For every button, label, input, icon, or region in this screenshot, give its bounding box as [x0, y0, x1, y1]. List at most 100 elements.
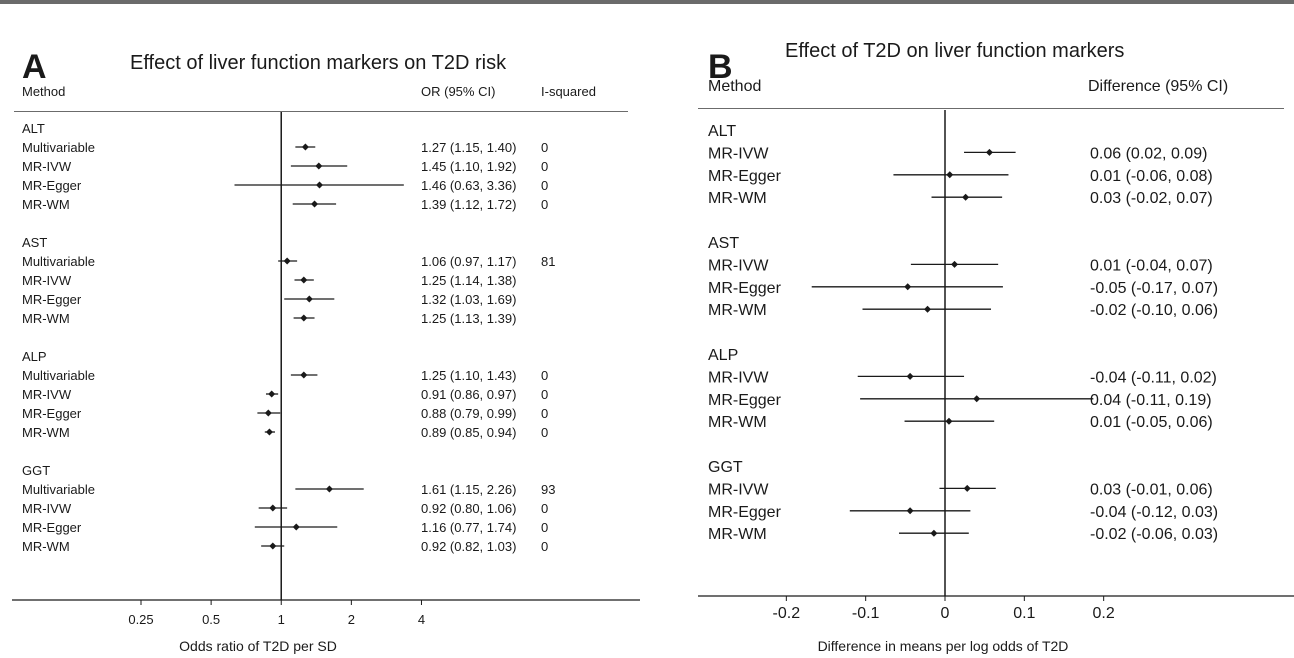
- point-estimate: [265, 428, 273, 436]
- method-label: MR-Egger: [708, 280, 782, 297]
- method-label: MR-WM: [708, 302, 767, 319]
- point-estimate: [973, 395, 981, 403]
- point-estimate: [305, 295, 313, 303]
- estimate-text: 0.89 (0.85, 0.94): [421, 425, 516, 440]
- estimate-text: 0.03 (-0.02, 0.07): [1090, 190, 1213, 207]
- i-squared-value: 0: [541, 197, 548, 212]
- method-label: MR-WM: [708, 414, 767, 431]
- point-estimate: [962, 193, 970, 201]
- estimate-text: 1.06 (0.97, 1.17): [421, 254, 516, 269]
- group-label: ALP: [708, 347, 738, 364]
- estimate-text: 0.88 (0.79, 0.99): [421, 406, 516, 421]
- i-squared-value: 0: [541, 178, 548, 193]
- estimate-text: 1.61 (1.15, 2.26): [421, 482, 516, 497]
- i-squared-value: 0: [541, 539, 548, 554]
- estimate-text: 0.91 (0.86, 0.97): [421, 387, 516, 402]
- method-label: MR-IVW: [708, 145, 769, 162]
- estimate-text: 1.25 (1.14, 1.38): [421, 273, 516, 288]
- header-rule: [698, 108, 1284, 109]
- x-tick-label: 1: [278, 612, 285, 627]
- method-header: Method: [22, 84, 66, 99]
- method-label: MR-WM: [22, 539, 70, 554]
- x-tick-label: 0.25: [128, 612, 153, 627]
- point-estimate: [268, 390, 276, 398]
- estimate-text: 0.03 (-0.01, 0.06): [1090, 481, 1213, 498]
- estimate-text: -0.02 (-0.06, 0.03): [1090, 526, 1218, 543]
- estimate-text: 1.25 (1.13, 1.39): [421, 311, 516, 326]
- method-label: Multivariable: [22, 140, 95, 155]
- estimate-text: 1.32 (1.03, 1.69): [421, 292, 516, 307]
- x-tick-label: 0.5: [202, 612, 220, 627]
- point-estimate: [946, 171, 954, 179]
- top-divider: [0, 0, 1294, 4]
- point-estimate: [985, 148, 993, 156]
- point-estimate: [951, 260, 959, 268]
- estimate-text: 1.16 (0.77, 1.74): [421, 520, 516, 535]
- i-squared-header: I-squared: [541, 84, 596, 99]
- method-label: MR-Egger: [22, 292, 82, 307]
- estimate-text: 0.06 (0.02, 0.09): [1090, 145, 1207, 162]
- point-estimate: [283, 257, 291, 265]
- estimate-text: -0.04 (-0.11, 0.02): [1090, 369, 1217, 386]
- point-estimate: [300, 276, 308, 284]
- estimate-text: 0.01 (-0.06, 0.08): [1090, 168, 1213, 185]
- point-estimate: [269, 504, 277, 512]
- estimate-text: 1.46 (0.63, 3.36): [421, 178, 516, 193]
- method-label: MR-IVW: [22, 159, 72, 174]
- method-label: MR-Egger: [708, 392, 782, 409]
- x-tick-label: 0: [941, 605, 950, 622]
- i-squared-value: 81: [541, 254, 555, 269]
- x-tick-label: 2: [348, 612, 355, 627]
- header-rule: [14, 111, 628, 112]
- method-label: MR-IVW: [22, 501, 72, 516]
- method-label: Multivariable: [22, 368, 95, 383]
- group-label: AST: [708, 235, 739, 252]
- i-squared-value: 0: [541, 520, 548, 535]
- point-estimate: [300, 314, 308, 322]
- method-label: MR-Egger: [708, 504, 782, 521]
- method-label: MR-Egger: [22, 406, 82, 421]
- point-estimate: [269, 542, 277, 550]
- point-estimate: [311, 200, 319, 208]
- point-estimate: [316, 181, 324, 189]
- point-estimate: [945, 417, 953, 425]
- x-tick-label: 0.1: [1013, 605, 1035, 622]
- method-label: MR-WM: [22, 197, 70, 212]
- group-label: AST: [22, 235, 47, 250]
- group-label: ALT: [708, 123, 736, 140]
- point-estimate: [315, 162, 323, 170]
- x-axis-label: Difference in means per log odds of T2D: [818, 638, 1069, 654]
- difference-ci-header: Difference (95% CI): [1088, 78, 1229, 95]
- method-label: MR-Egger: [708, 168, 782, 185]
- method-label: Multivariable: [22, 254, 95, 269]
- point-estimate: [906, 372, 914, 380]
- i-squared-value: 0: [541, 159, 548, 174]
- point-estimate: [930, 529, 938, 537]
- x-tick-label: -0.2: [773, 605, 801, 622]
- method-label: MR-IVW: [708, 481, 769, 498]
- estimate-text: 1.39 (1.12, 1.72): [421, 197, 516, 212]
- i-squared-value: 0: [541, 425, 548, 440]
- estimate-text: 1.45 (1.10, 1.92): [421, 159, 516, 174]
- i-squared-value: 0: [541, 406, 548, 421]
- point-estimate: [300, 371, 308, 379]
- point-estimate: [292, 523, 300, 531]
- panel-letter-b: B: [708, 48, 733, 86]
- method-label: MR-WM: [708, 526, 767, 543]
- x-axis-label: Odds ratio of T2D per SD: [179, 638, 337, 654]
- method-label: MR-WM: [22, 311, 70, 326]
- method-label: MR-IVW: [22, 387, 72, 402]
- point-estimate: [325, 485, 333, 493]
- method-label: MR-IVW: [22, 273, 72, 288]
- panel-b-title: Effect of T2D on liver function markers: [785, 40, 1125, 62]
- method-header: Method: [708, 78, 762, 95]
- method-label: MR-WM: [22, 425, 70, 440]
- i-squared-value: 0: [541, 140, 548, 155]
- group-label: GGT: [22, 463, 50, 478]
- i-squared-value: 0: [541, 387, 548, 402]
- group-label: ALP: [22, 349, 47, 364]
- method-label: MR-Egger: [22, 178, 82, 193]
- estimate-text: 1.25 (1.10, 1.43): [421, 368, 516, 383]
- forest-plot-b: -0.2 -0.1 0 0.1 0.2 Difference in means per l…: [698, 110, 1294, 654]
- forest-panel-a: A Effect of liver function markers on T2…: [0, 0, 640, 658]
